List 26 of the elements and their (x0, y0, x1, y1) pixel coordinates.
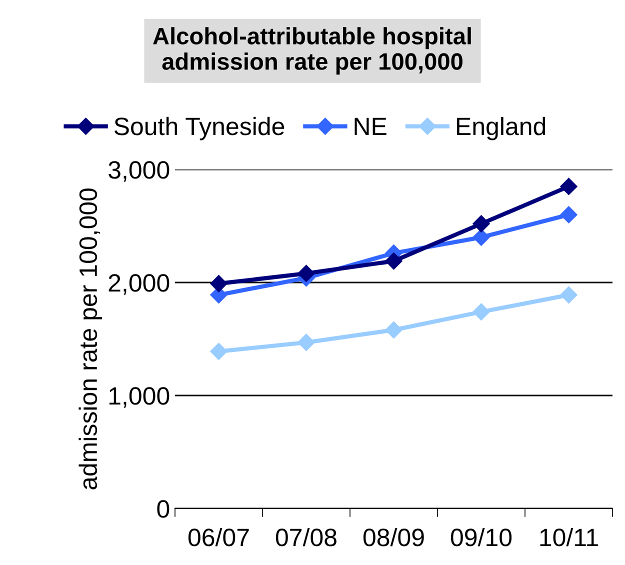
legend-label: England (456, 116, 546, 140)
point (210, 342, 228, 360)
legend-label: South Tyneside (114, 116, 284, 140)
point (472, 303, 490, 320)
point (560, 178, 578, 195)
y-tick-label: 0 (157, 500, 170, 518)
y-tick-label: 2,000 (108, 274, 170, 295)
point (385, 252, 402, 270)
point (472, 228, 490, 246)
point (210, 275, 228, 292)
point (560, 286, 578, 304)
x-tick-label: 09/10 (450, 528, 512, 546)
chart-title: Alcohol-attributable hospital admission rate per 100,000 (153, 27, 471, 75)
x-tick-label: 08/09 (363, 528, 424, 546)
x-tick-label: 10/11 (540, 528, 598, 546)
y-tick-label: 3,000 (108, 161, 170, 182)
point (298, 334, 315, 351)
point (385, 321, 402, 339)
point (298, 264, 315, 282)
y-axis-title: admission rate per 100,000 (78, 188, 102, 490)
point (560, 206, 578, 224)
legend-label: NE (354, 118, 386, 136)
x-tick-label: 06/07 (188, 528, 249, 546)
point (472, 215, 490, 232)
x-tick-label: 07/08 (276, 528, 336, 546)
y-tick-label: 1,000 (109, 387, 170, 408)
